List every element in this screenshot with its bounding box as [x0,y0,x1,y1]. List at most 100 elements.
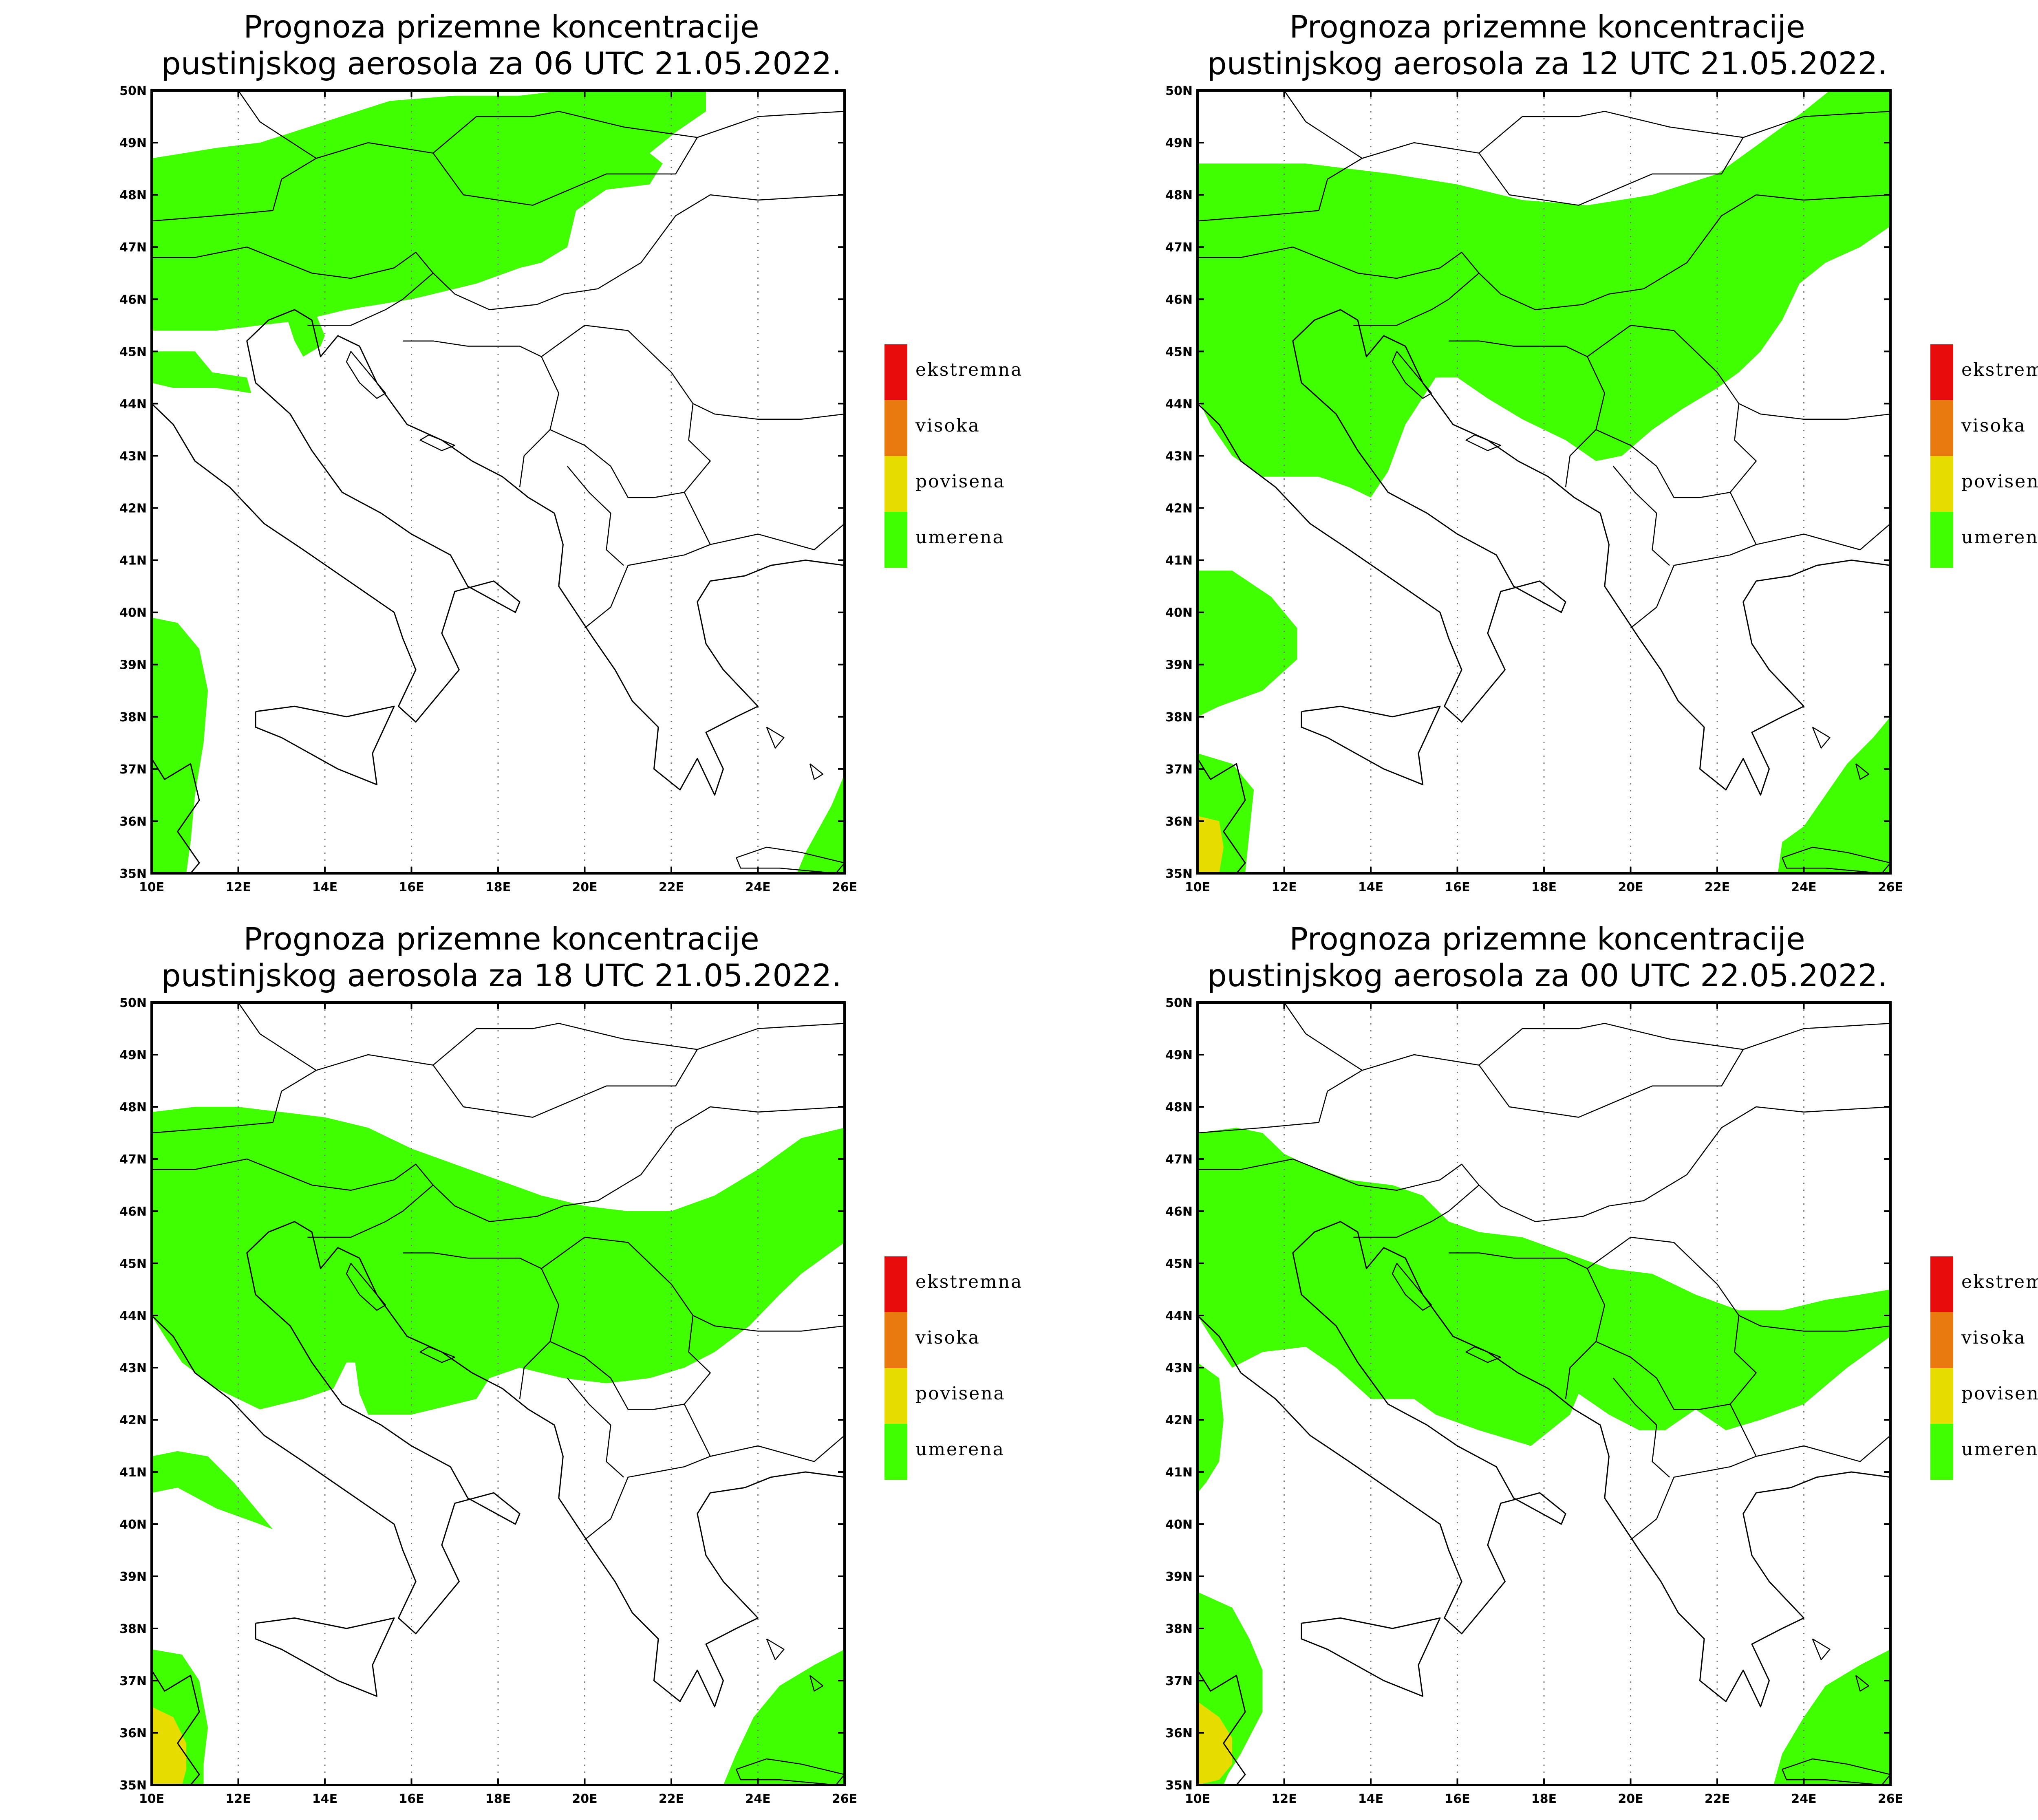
lon-tick-label: 16E [1445,1792,1470,1806]
lat-tick-label: 46N [119,293,147,307]
country-border [152,1022,845,1134]
lon-tick-label: 22E [659,880,684,895]
lat-tick-label: 46N [119,1205,147,1219]
lon-tick-label: 20E [572,880,597,895]
lat-tick-label: 44N [119,1309,147,1323]
legend-swatch-visoka [884,1312,907,1368]
forecast-panel-00utc: Prognoza prizemne koncentracije pustinjs… [1165,921,2038,1806]
map-area: 10E 12E 14E 16E 18E 20E 22E 24E 26E 35N 36N 37N 38N 3… [119,996,857,1806]
aerosol-region-umerena [723,1649,845,1785]
forecast-panel-06utc: Prognoza prizemne koncentracije pustinjs… [119,9,1021,895]
country-border [238,1003,317,1071]
lon-tick-label: 16E [399,1792,424,1806]
legend-label-povisena: povisena [1961,471,2038,492]
island-outline [1812,727,1831,749]
lon-tick-label: 22E [1705,1792,1730,1806]
lat-tick-label: 44N [119,397,147,411]
lat-tick-label: 43N [119,449,147,463]
country-border [1729,403,1757,493]
aerosol-region-povisena [1198,1701,1232,1785]
country-border [152,110,845,222]
lon-tick-label: 18E [1531,1792,1557,1806]
aerosol-region-umerena [152,351,251,393]
lon-tick-label: 14E [1358,1792,1383,1806]
coastline [1198,309,1890,796]
island-outline [1392,351,1432,399]
country-border [684,403,711,493]
legend-label-umerena: umerena [915,1439,1005,1460]
lat-tick-label: 45N [1165,1257,1193,1271]
panel-title-line1: Prognoza prizemne koncentracije [1289,9,1805,45]
lat-tick-label: 36N [119,1726,147,1741]
lat-tick-label: 38N [1165,1622,1193,1636]
legend-label-visoka: visoka [1961,1327,2026,1348]
lon-tick-label: 12E [225,880,251,895]
legend-label-povisena: povisena [915,471,1006,492]
lat-tick-label: 41N [1165,1465,1193,1480]
country-border [1198,194,1890,311]
lon-tick-label: 10E [1185,1792,1210,1806]
legend-label-povisena: povisena [1961,1383,2038,1404]
legend-swatch-visoka [884,400,907,456]
lon-tick-label: 10E [139,880,164,895]
island-outline [1392,1263,1432,1311]
island-outline [736,846,845,873]
lon-tick-label: 18E [1531,880,1557,895]
coastline [152,758,200,873]
country-border [432,110,697,154]
country-border [1198,1106,1890,1222]
lat-tick-label: 37N [119,1674,147,1688]
country-border [1353,273,1480,326]
legend-swatch-umerena [884,1424,907,1480]
coastline [1198,1670,1246,1785]
lat-tick-label: 40N [119,606,147,620]
lat-tick-label: 49N [1165,1048,1193,1062]
aerosol-region-umerena [1198,90,1890,498]
lat-tick-label: 40N [1165,606,1193,620]
legend-swatch-ekstremna [1930,344,1953,400]
lat-tick-label: 37N [119,762,147,777]
legend-swatch-povisena [884,456,907,512]
lon-tick-label: 14E [312,1792,337,1806]
lat-tick-label: 40N [119,1518,147,1532]
lat-tick-label: 43N [1165,1361,1193,1375]
forecast-panel-12utc: Prognoza prizemne koncentracije pustinjs… [1165,9,2038,895]
country-border [1198,110,1890,222]
island-outline [346,1263,386,1311]
lat-tick-label: 50N [1165,996,1193,1010]
lat-tick-label: 49N [1165,136,1193,150]
coastline [152,309,845,796]
country-border [549,429,711,629]
legend-swatch-umerena [884,512,907,568]
legend-swatch-ekstremna [884,344,907,400]
island-outline [1782,1758,1890,1785]
legend-label-ekstremna: ekstremna [915,1271,1023,1292]
island-outline [1465,434,1502,451]
lat-tick-label: 42N [119,502,147,516]
panel-title-line2: pustinjskog aerosola za 00 UTC 22.05.202… [1207,957,1888,994]
aerosol-region-povisena [1198,816,1224,873]
country-border [1729,1315,1757,1405]
island-outline [1812,1638,1831,1661]
coastline [1198,1221,1890,1708]
aerosol-region-umerena [152,1451,273,1529]
lat-tick-label: 42N [119,1413,147,1428]
lon-tick-label: 26E [832,1792,857,1806]
lon-tick-label: 20E [1618,1792,1643,1806]
lat-tick-label: 48N [1165,188,1193,203]
island-outline [809,763,824,780]
coastline [1301,705,1441,785]
lat-tick-label: 35N [119,1778,147,1793]
country-border [307,1185,434,1238]
island-outline [766,727,785,749]
lat-tick-label: 41N [1165,554,1193,568]
aerosol-region-umerena [152,1107,845,1415]
lat-tick-label: 37N [1165,762,1193,777]
panel-title-line2: pustinjskog aerosola za 06 UTC 21.05.202… [161,45,842,82]
lon-tick-label: 26E [832,880,857,895]
panel-title-line2: pustinjskog aerosola za 12 UTC 21.05.202… [1207,45,1888,82]
legend-swatch-povisena [884,1368,907,1424]
island-outline [346,351,386,399]
aerosol-region-umerena [152,617,208,873]
aerosol-region-umerena [1198,1362,1224,1493]
